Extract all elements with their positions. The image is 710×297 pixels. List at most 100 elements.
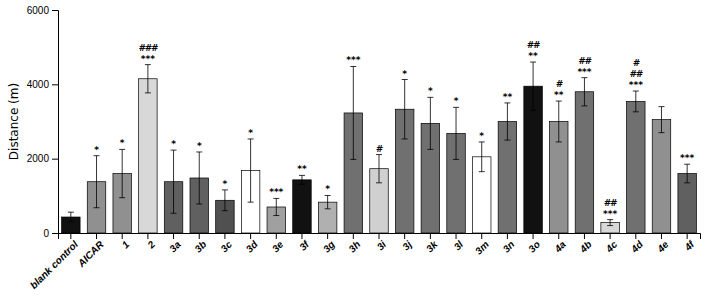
error-bar: [299, 175, 305, 184]
error-bar: [94, 156, 100, 208]
error-cap: [607, 225, 613, 226]
tick: 4b: [577, 233, 594, 255]
error-line: [147, 65, 148, 93]
tick: 4c: [603, 233, 620, 255]
error-cap: [504, 102, 510, 103]
tick-label: 4c: [603, 238, 620, 255]
error-line: [96, 156, 97, 208]
error-cap: [684, 182, 690, 183]
error-cap: [94, 155, 100, 156]
error-line: [584, 78, 585, 106]
annotation: *: [454, 96, 459, 106]
tick-mark: [147, 233, 148, 239]
error-line: [635, 91, 636, 112]
error-bar: [658, 107, 664, 133]
tick-mark: [481, 233, 482, 239]
error-cap: [453, 159, 459, 160]
tick-label: 3c: [218, 238, 234, 254]
tick-mark: [70, 233, 71, 239]
tick-mark: [661, 233, 662, 239]
annotation: *: [94, 145, 99, 155]
error-bar: [68, 212, 74, 222]
error-line: [224, 190, 225, 211]
annotation: ***: [141, 54, 155, 64]
error-cap: [427, 149, 433, 150]
error-line: [533, 62, 534, 110]
annotation: ***: [346, 55, 360, 65]
error-line: [481, 142, 482, 172]
tick-mark: [353, 233, 354, 239]
tick-mark: [456, 233, 457, 239]
tick-mark: [173, 233, 174, 239]
error-cap: [581, 105, 587, 106]
error-line: [327, 195, 328, 208]
annotation: **: [528, 51, 538, 61]
tick-label: AICAR: [75, 238, 106, 269]
tick-label: 3i: [375, 239, 389, 253]
tick-mark: [584, 233, 585, 239]
error-bar: [350, 66, 356, 159]
annotation: *: [479, 131, 484, 141]
error-line: [276, 198, 277, 215]
error-bar: [479, 142, 485, 172]
error-line: [430, 97, 431, 149]
error-line: [70, 212, 71, 222]
tick-mark: [96, 233, 97, 239]
tick-mark: [276, 233, 277, 239]
chart: 0200040006000blank controlAICAR123a3b3c3…: [0, 0, 710, 297]
annotation: **: [503, 92, 513, 102]
tick-mark: [52, 233, 58, 234]
error-cap: [633, 111, 639, 112]
error-cap: [633, 91, 639, 92]
error-cap: [222, 210, 228, 211]
error-cap: [299, 184, 305, 185]
error-bar: [402, 80, 408, 139]
tick: 4000: [27, 79, 58, 90]
error-bar: [273, 198, 279, 215]
annotation: *: [428, 86, 433, 96]
tick-mark: [199, 233, 200, 239]
error-cap: [248, 202, 254, 203]
annotation: *: [325, 184, 330, 194]
y-axis: 0200040006000: [27, 5, 59, 239]
tick-mark: [610, 233, 611, 239]
bar: [627, 101, 645, 233]
annotation: ***: [577, 67, 591, 77]
error-line: [661, 107, 662, 133]
error-cap: [171, 150, 177, 151]
tick: 6000: [27, 5, 58, 16]
annotation: *: [171, 139, 176, 149]
tick: 4f: [682, 233, 698, 253]
tick: 4d: [628, 233, 645, 255]
tick-mark: [122, 233, 123, 239]
error-bar: [581, 78, 587, 106]
error-cap: [119, 197, 125, 198]
tick-label: 3o: [526, 239, 542, 255]
error-bar: [196, 152, 202, 204]
plot: 0200040006000blank controlAICAR123a3b3c3…: [27, 5, 701, 291]
error-cap: [196, 204, 202, 205]
annotation: ***: [603, 209, 617, 219]
tick: AICAR: [75, 233, 106, 270]
error-bar: [376, 155, 382, 183]
error-cap: [658, 132, 664, 133]
tick-label: 4d: [628, 238, 645, 255]
tick: 3c: [218, 233, 234, 254]
tick-label: 2: [145, 238, 158, 251]
error-line: [456, 107, 457, 159]
error-cap: [479, 171, 485, 172]
tick-mark: [52, 159, 58, 160]
annotation: ***: [269, 187, 283, 197]
error-cap: [402, 79, 408, 80]
tick-label: 3n: [501, 239, 517, 255]
tick: 4e: [654, 233, 671, 255]
tick-mark: [635, 233, 636, 239]
annotation: *: [197, 141, 202, 151]
marks: [62, 62, 697, 233]
tick-mark: [507, 233, 508, 239]
axis-line: [59, 234, 701, 240]
error-cap: [556, 141, 562, 142]
tick-mark: [52, 10, 58, 11]
tick-mark: [301, 233, 302, 239]
annotation: ##: [604, 198, 618, 208]
